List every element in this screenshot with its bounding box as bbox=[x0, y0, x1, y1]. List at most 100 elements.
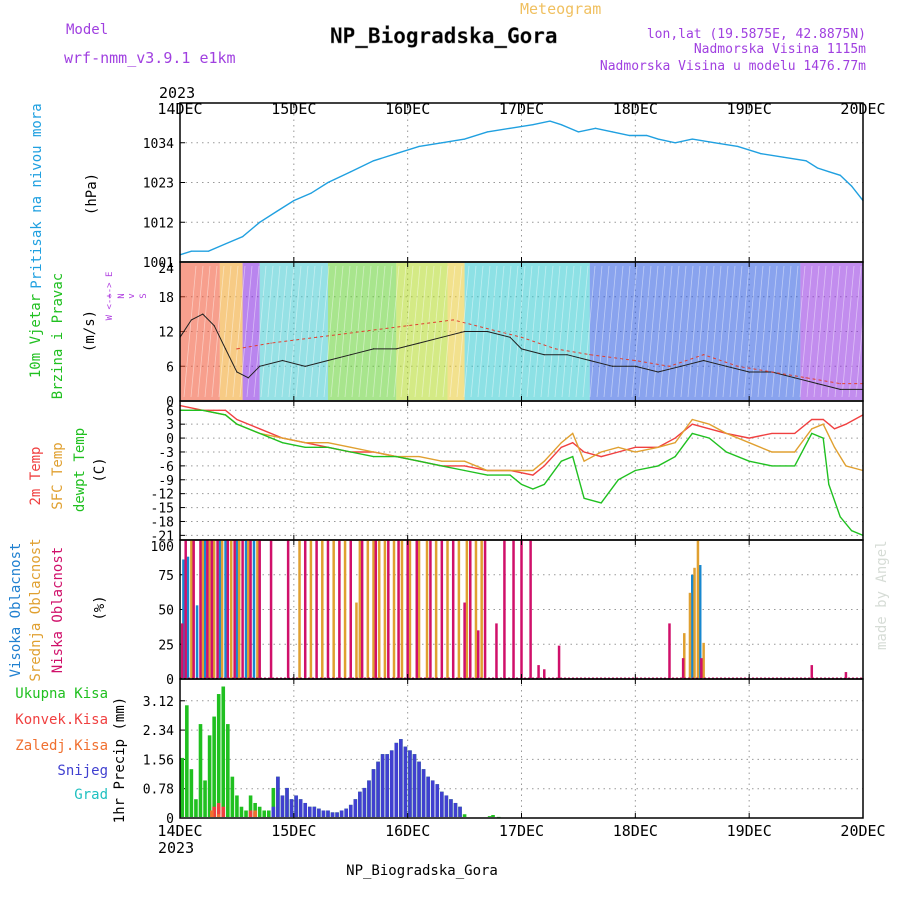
bar-snijeg bbox=[371, 769, 376, 817]
data-point bbox=[748, 460, 750, 462]
wind-barb-hatch bbox=[484, 265, 498, 398]
temp-label-dewpt: dewpt Temp bbox=[72, 428, 88, 512]
data-point bbox=[224, 348, 227, 350]
meteogram-subtitle: Meteogram bbox=[520, 0, 601, 18]
bar-visoka bbox=[252, 540, 256, 678]
data-point bbox=[532, 469, 534, 472]
bar-zaledjkisa bbox=[210, 810, 214, 817]
wind-barb-hatch bbox=[302, 265, 316, 398]
bar-srednja bbox=[212, 540, 216, 678]
bar-niska bbox=[397, 540, 400, 678]
bar-niska bbox=[326, 540, 330, 678]
data-point bbox=[691, 418, 693, 421]
wind-label-1: 10m Vjetar bbox=[28, 294, 44, 378]
elevation-text: Nadmorska Visina 1115m bbox=[694, 42, 866, 57]
bar-niska bbox=[469, 540, 472, 678]
wind-barb-hatch bbox=[323, 265, 337, 398]
bar-snijeg bbox=[435, 784, 440, 817]
bar-snijeg bbox=[380, 754, 385, 817]
wind-barb-hatch bbox=[743, 265, 757, 398]
bar-ukupna-kisa bbox=[221, 686, 226, 817]
wind-barb-hatch bbox=[386, 265, 400, 398]
bar-ukupna-kisa bbox=[257, 806, 262, 817]
data-point bbox=[350, 354, 352, 356]
bar-visoka bbox=[182, 559, 185, 678]
data-point bbox=[441, 336, 443, 338]
wind-barb-hatch bbox=[337, 265, 351, 398]
bar-niska bbox=[512, 540, 515, 678]
bar-ukupna-kisa bbox=[491, 814, 495, 817]
bar-snijeg bbox=[344, 808, 348, 817]
data-point bbox=[549, 120, 551, 122]
wind-label-2: Brzina i Pravac bbox=[50, 273, 66, 399]
data-point bbox=[281, 437, 284, 439]
bottom-x-tick-label: 16DEC bbox=[385, 822, 430, 840]
data-point bbox=[748, 371, 750, 373]
data-point bbox=[771, 465, 773, 467]
data-point bbox=[463, 460, 466, 462]
data-point bbox=[839, 516, 841, 518]
wind-barb-hatch bbox=[498, 265, 512, 398]
wind-barb-hatch bbox=[414, 265, 428, 398]
bar-snijeg bbox=[285, 787, 289, 817]
wind-barb-band bbox=[447, 263, 465, 400]
y-tick-label: 6 bbox=[166, 404, 174, 419]
data-point bbox=[202, 313, 204, 315]
data-point bbox=[276, 210, 278, 213]
data-point bbox=[327, 181, 329, 184]
bar-srednja bbox=[298, 540, 301, 678]
bar-ukupna-kisa bbox=[496, 816, 501, 818]
data-point bbox=[822, 437, 824, 439]
bar-niska bbox=[210, 540, 214, 678]
y-tick-label: -12 bbox=[151, 488, 174, 503]
bar-srednja bbox=[425, 540, 429, 678]
bar-niska bbox=[700, 658, 703, 678]
bar-srednja bbox=[457, 540, 461, 678]
wind-barb-hatch bbox=[799, 265, 813, 398]
data-point bbox=[224, 243, 227, 245]
bar-snijeg bbox=[280, 795, 285, 817]
wind-legend-s: S bbox=[139, 293, 149, 298]
bar-snijeg bbox=[294, 795, 298, 817]
bar-konvekkisa bbox=[221, 806, 226, 817]
data-point bbox=[634, 451, 636, 453]
series-line-pressure bbox=[179, 120, 864, 256]
data-point bbox=[572, 442, 574, 444]
bar-niska bbox=[249, 540, 252, 678]
y-tick-label: 18 bbox=[158, 291, 174, 306]
bar-srednja bbox=[688, 592, 692, 678]
wind-barb-hatch bbox=[554, 265, 568, 398]
data-point bbox=[845, 423, 847, 425]
bar-zaledjkisa bbox=[253, 810, 257, 817]
data-point bbox=[839, 383, 841, 385]
panel-cloud: 0 25 50 75 100 bbox=[151, 539, 864, 688]
bar-srednja bbox=[383, 540, 387, 678]
data-point bbox=[304, 442, 306, 444]
bar-srednja bbox=[400, 540, 404, 678]
data-point bbox=[418, 145, 420, 147]
bar-ukupna-kisa bbox=[207, 735, 212, 817]
bar-snijeg bbox=[412, 754, 417, 817]
data-point bbox=[611, 131, 614, 133]
wind-barb-hatch bbox=[855, 265, 869, 398]
data-point bbox=[794, 451, 796, 453]
data-point bbox=[463, 330, 466, 333]
wind-legend-n: N bbox=[117, 293, 127, 298]
data-point bbox=[452, 319, 454, 321]
top-year-label: 2023 bbox=[159, 84, 195, 102]
wind-barb-hatch bbox=[260, 265, 274, 398]
data-point bbox=[509, 474, 511, 476]
data-point bbox=[543, 460, 545, 462]
wind-direction-legend: N ^ W <-+-> E v S bbox=[105, 272, 149, 321]
wind-barb-hatch bbox=[652, 265, 666, 398]
wind-barb-hatch bbox=[225, 265, 239, 398]
data-point bbox=[839, 174, 841, 176]
data-point bbox=[247, 377, 249, 379]
wind-barb-hatch bbox=[750, 265, 764, 398]
bar-snijeg bbox=[289, 799, 294, 817]
y-tick-label: 6 bbox=[166, 360, 174, 375]
precip-legend-snow: Snijeg bbox=[57, 763, 108, 779]
bar-snijeg bbox=[276, 776, 280, 817]
data-point bbox=[833, 428, 836, 430]
data-point bbox=[822, 423, 824, 425]
